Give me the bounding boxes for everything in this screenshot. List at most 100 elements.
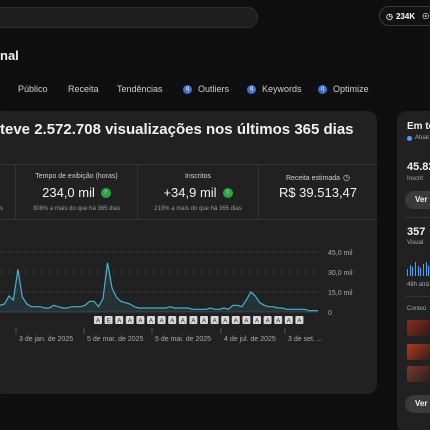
- y-tick-label: 15,0 mil: [328, 290, 353, 297]
- realtime-views: 357: [407, 226, 426, 238]
- event-marker-label: A: [297, 319, 301, 325]
- see-more-button[interactable]: Ver: [405, 395, 430, 413]
- metric-revenue[interactable]: Receita estimada ◷ R$ 39.513,47: [259, 165, 377, 219]
- metric-row: s Tempo de exibição (horas) 234,0 mil ↑ 3…: [0, 164, 377, 220]
- event-marker: [263, 316, 272, 324]
- channel-title: nal: [0, 48, 19, 63]
- event-marker: [231, 316, 240, 324]
- event-marker-label: A: [170, 319, 174, 325]
- realtime-subscribers-label: Inscrit: [407, 176, 424, 182]
- top-content-label: Conteú: [407, 306, 427, 312]
- tab-receita[interactable]: Receita: [68, 84, 99, 94]
- event-marker: [189, 316, 198, 324]
- event-marker-label: A: [191, 319, 195, 325]
- event-marker: [295, 316, 304, 324]
- realtime-bar: [415, 262, 416, 276]
- realtime-bar: [417, 266, 419, 276]
- realtime-bars: [407, 260, 430, 276]
- event-marker: [115, 316, 124, 324]
- clock-icon: ◷: [386, 11, 393, 21]
- search-bar[interactable]: [0, 7, 258, 28]
- realtime-status: Atual: [407, 135, 429, 141]
- x-tick-label: 5 de mar. de 2025: [87, 336, 144, 343]
- event-marker-label: A: [287, 319, 291, 325]
- realtime-title: Em te: [407, 121, 430, 132]
- realtime-bar: [409, 264, 411, 276]
- views-stat: 234K: [395, 11, 416, 21]
- overview-headline: teve 2.572.708 visualizações nos últimos…: [0, 121, 354, 138]
- series-line: [0, 262, 318, 312]
- metric-watch-time[interactable]: Tempo de exibição (horas) 234,0 mil ↑ 308…: [16, 165, 138, 219]
- event-marker-label: A: [181, 319, 185, 325]
- event-marker-label: A: [213, 319, 217, 325]
- realtime-bar: [412, 267, 414, 276]
- divider: [405, 217, 430, 218]
- y-tick-label: 30,0 mil: [328, 270, 353, 277]
- x-tick-label: 3 de set. ...: [288, 336, 323, 343]
- metric-value: +34,9 mil: [163, 185, 217, 200]
- event-marker: [200, 316, 208, 324]
- realtime-bar: [425, 261, 427, 276]
- realtime-window-label: 48h atrá: [407, 282, 430, 288]
- event-marker: [157, 316, 166, 324]
- live-dot-icon: [407, 135, 412, 141]
- q-icon: q: [318, 84, 327, 94]
- video-thumbnail[interactable]: [407, 320, 430, 336]
- event-marker: [242, 316, 251, 324]
- tab-keywords[interactable]: q Keywords: [247, 84, 302, 94]
- event-marker: [210, 316, 219, 324]
- event-marker: [147, 316, 155, 324]
- tab-publico[interactable]: Público: [18, 84, 48, 94]
- event-marker-label: A: [255, 319, 259, 325]
- metric-views[interactable]: s: [0, 165, 16, 219]
- tab-outliers[interactable]: q Outliers: [183, 84, 229, 94]
- event-marker-label: A: [149, 319, 153, 325]
- y-tick-label: 0: [328, 310, 332, 317]
- event-marker-label: A: [276, 319, 280, 325]
- event-marker: [125, 316, 134, 324]
- realtime-bar: [407, 268, 408, 276]
- event-marker: [136, 316, 145, 324]
- q-icon: q: [183, 84, 192, 94]
- event-marker-label: A: [138, 319, 142, 325]
- event-marker-label: A: [96, 319, 100, 325]
- arrow-up-icon: ↑: [222, 187, 233, 198]
- metric-label: Receita estimada ◷: [285, 173, 351, 182]
- event-marker-label: E: [107, 319, 111, 325]
- event-marker: [284, 316, 293, 324]
- metric-subscribers[interactable]: Inscritos +34,9 mil ↑ 219% a mais do que …: [138, 165, 259, 219]
- metric-note: 219% a mais do que há 365 dias: [154, 206, 242, 212]
- tab-tendencias[interactable]: Tendências: [117, 84, 163, 94]
- q-icon: q: [247, 84, 256, 94]
- metric-value: 234,0 mil: [42, 185, 95, 200]
- realtime-views-label: Visual: [407, 240, 424, 246]
- tab-optimize[interactable]: q Optimize: [318, 84, 369, 94]
- event-marker: [168, 316, 177, 324]
- event-marker: [178, 316, 187, 324]
- arrow-up-icon: ↑: [100, 187, 111, 198]
- metric-label: Tempo de exibição (horas): [35, 173, 118, 180]
- event-marker-label: A: [160, 319, 164, 325]
- event-marker: [94, 316, 102, 324]
- event-marker-label: A: [202, 319, 206, 325]
- x-tick-label: 3 de jan. de 2025: [19, 336, 73, 343]
- y-tick-label: 45,0 mil: [328, 250, 353, 257]
- event-marker: [274, 316, 283, 324]
- video-thumbnail[interactable]: [407, 344, 430, 360]
- event-marker-label: A: [117, 319, 121, 325]
- realtime-subscribers: 45.82: [407, 161, 430, 173]
- event-marker-label: A: [266, 319, 270, 325]
- series-area: [0, 262, 318, 312]
- event-marker: [221, 316, 230, 324]
- event-marker-label: A: [234, 319, 238, 325]
- see-channel-button[interactable]: Ver: [405, 191, 430, 209]
- realtime-bar: [423, 264, 424, 276]
- metric-note: 308% a mais do que há 365 dias: [32, 206, 121, 212]
- event-marker-label: A: [244, 319, 248, 325]
- video-thumbnail[interactable]: [407, 366, 430, 382]
- stats-chip[interactable]: ◷ 234K ☉ 8: [379, 6, 430, 26]
- realtime-bar: [420, 268, 422, 276]
- x-tick-label: 4 de jul. de 2025: [224, 336, 276, 343]
- x-tick-label: 5 de mai. de 2025: [155, 336, 211, 343]
- divider: [405, 296, 430, 297]
